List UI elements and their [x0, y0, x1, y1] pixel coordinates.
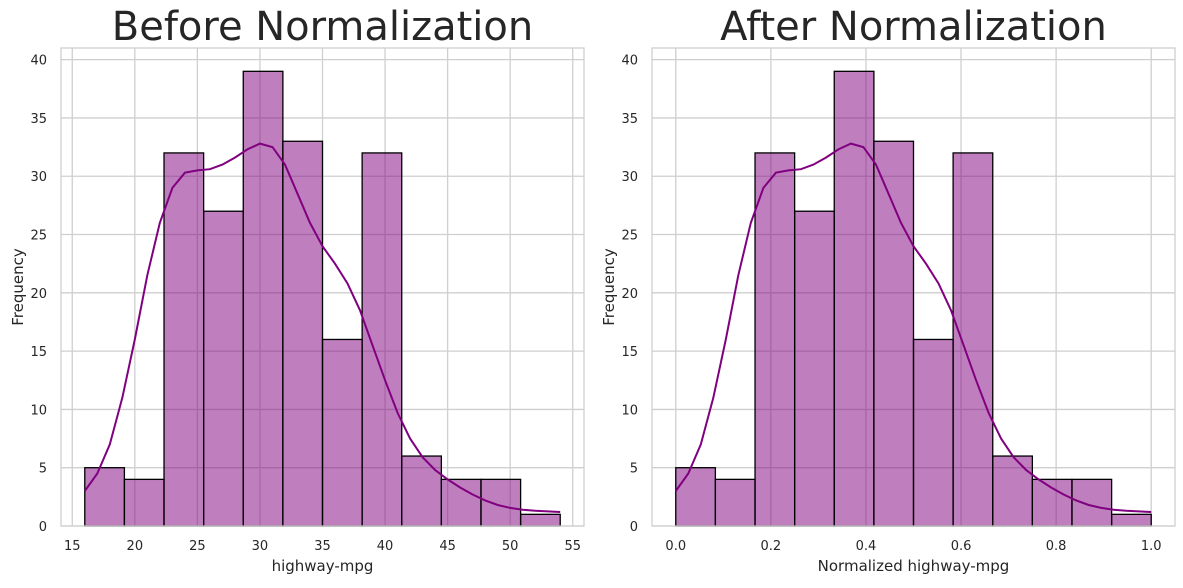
histogram-bar: [992, 455, 1034, 527]
x-tick-label: 35: [314, 539, 331, 554]
y-tick-label: 10: [621, 403, 638, 418]
y-tick-label: 25: [30, 229, 47, 244]
histogram-bar: [675, 467, 717, 527]
y-tick-labels: 0 5 10 15 20 25 30 35 40: [30, 54, 47, 535]
histogram-bar: [163, 152, 205, 527]
histogram-bar: [1110, 513, 1152, 527]
chart-title: After Normalization: [720, 4, 1107, 50]
histogram-bar: [84, 467, 126, 527]
histogram-bar: [401, 455, 443, 527]
histogram-bar: [519, 513, 561, 527]
x-tick-label: 55: [564, 539, 581, 554]
x-axis-label: highway-mpg: [272, 557, 374, 575]
y-tick-label: 15: [621, 345, 638, 360]
x-tick-labels: 15 20 25 30 35 40 45 50 55: [64, 539, 581, 554]
y-tick-label: 35: [30, 112, 47, 127]
y-tick-label: 5: [630, 462, 638, 477]
y-axis-label: Frequency: [600, 248, 618, 326]
x-tick-label: 50: [502, 539, 519, 554]
histogram-bar: [361, 152, 403, 527]
histogram-bar: [123, 478, 165, 527]
x-tick-label: 0.4: [856, 539, 877, 554]
histogram-bar: [754, 152, 796, 527]
x-tick-label: 25: [189, 539, 206, 554]
histogram-bar: [480, 478, 522, 527]
x-tick-labels: 0.0 0.2 0.4 0.6 0.8 1.0: [665, 539, 1161, 554]
y-tick-label: 25: [621, 229, 638, 244]
y-tick-label: 40: [30, 54, 47, 69]
y-tick-label: 30: [30, 170, 47, 185]
panel-after-normalization: 0.0 0.2 0.4 0.6 0.8 1.0 0 5 10 15 20 25 30 35 40 Afte…: [600, 4, 1176, 575]
x-tick-label: 0.0: [665, 539, 686, 554]
y-tick-label: 35: [621, 112, 638, 127]
x-tick-label: 0.2: [761, 539, 782, 554]
histogram-bar: [952, 152, 994, 527]
y-tick-label: 20: [30, 287, 47, 302]
histogram-bar: [321, 338, 363, 527]
x-tick-label: 0.6: [951, 539, 972, 554]
histogram-bar: [793, 210, 835, 527]
y-tick-label: 0: [630, 520, 638, 535]
x-tick-label: 1.0: [1141, 539, 1162, 554]
histogram-bar: [440, 478, 482, 527]
y-axis-label: Frequency: [9, 248, 27, 326]
x-tick-label: 45: [439, 539, 456, 554]
histogram-bar: [242, 70, 284, 527]
kde-curve: [83, 142, 561, 513]
x-tick-label: 20: [127, 539, 144, 554]
histogram-bar: [912, 338, 954, 527]
y-tick-label: 15: [30, 345, 47, 360]
panel-before-normalization: 15 20 25 30 35 40 45 50 55 0 5 10 15 20 25 30 35 40 Befo…: [9, 4, 585, 575]
histogram-bar: [202, 210, 244, 527]
x-tick-label: 30: [252, 539, 269, 554]
x-axis-label: Normalized highway-mpg: [818, 557, 1010, 575]
y-tick-label: 5: [39, 462, 47, 477]
histogram-bar: [282, 140, 324, 527]
histogram-bar: [1031, 478, 1073, 527]
y-tick-label: 40: [621, 54, 638, 69]
x-tick-label: 15: [64, 539, 81, 554]
chart-title: Before Normalization: [112, 4, 533, 50]
y-tick-labels: 0 5 10 15 20 25 30 35 40: [621, 54, 638, 535]
histogram-bar: [833, 70, 875, 527]
axes-frame: [60, 47, 585, 527]
histogram-bar: [1071, 478, 1113, 527]
y-tick-label: 0: [39, 520, 47, 535]
axes-frame: [651, 47, 1176, 527]
histogram-bars: [675, 70, 1152, 527]
histogram-bar: [873, 140, 915, 527]
histogram-bar: [714, 478, 756, 527]
x-tick-label: 0.8: [1046, 539, 1067, 554]
y-tick-label: 10: [30, 403, 47, 418]
x-tick-label: 40: [377, 539, 394, 554]
y-tick-label: 20: [621, 287, 638, 302]
kde-curve: [674, 142, 1152, 513]
y-tick-label: 30: [621, 170, 638, 185]
